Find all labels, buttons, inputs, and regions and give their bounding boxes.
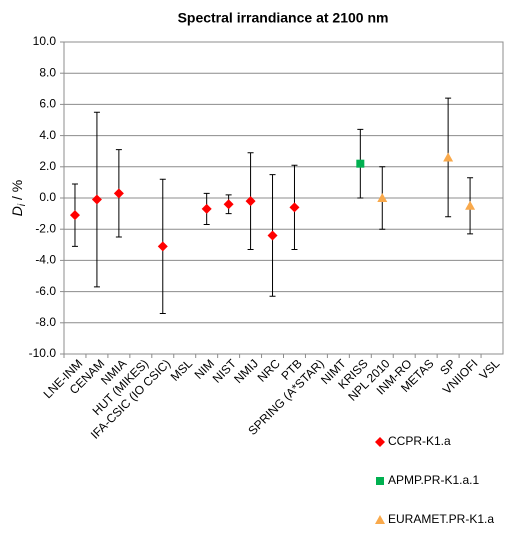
- chart-title: Spectral irrandiance at 2100 nm: [178, 10, 389, 26]
- y-tick-label: -2.0: [35, 221, 56, 235]
- legend-label: APMP.PR-K1.a.1: [388, 473, 479, 487]
- point-marker: [443, 152, 454, 162]
- y-tick-label: 2.0: [39, 159, 56, 173]
- y-tick-label: -4.0: [35, 253, 56, 267]
- legend-label: CCPR-K1.a: [388, 434, 451, 448]
- point-marker: [375, 515, 385, 524]
- point-marker: [377, 193, 388, 202]
- legend-label: EURAMET.PR-K1.a: [388, 512, 494, 526]
- point-marker: [223, 199, 234, 210]
- point-marker: [267, 230, 278, 241]
- y-tick-label: -8.0: [35, 315, 56, 329]
- y-tick-label: 8.0: [39, 65, 56, 79]
- y-axis-label: Di / %: [9, 180, 28, 216]
- y-label-subscript: i: [17, 203, 28, 206]
- y-tick-label: 4.0: [39, 128, 56, 142]
- y-tick-label: -6.0: [35, 284, 56, 298]
- y-label-unit: / %: [9, 180, 25, 204]
- point-marker: [91, 194, 102, 205]
- y-tick-label: 10.0: [33, 34, 57, 48]
- point-marker: [69, 210, 80, 221]
- point-marker: [157, 241, 168, 252]
- y-tick-label: -10.0: [29, 346, 57, 360]
- y-label-symbol: D: [9, 206, 25, 216]
- point-marker: [356, 159, 365, 168]
- point-marker: [375, 437, 385, 447]
- point-marker: [465, 200, 476, 210]
- point-marker: [376, 477, 384, 485]
- point-marker: [201, 203, 212, 214]
- point-marker: [245, 196, 256, 207]
- y-tick-label: 6.0: [39, 97, 56, 111]
- point-marker: [113, 188, 124, 199]
- point-marker: [289, 202, 300, 213]
- y-tick-label: 0.0: [39, 190, 56, 204]
